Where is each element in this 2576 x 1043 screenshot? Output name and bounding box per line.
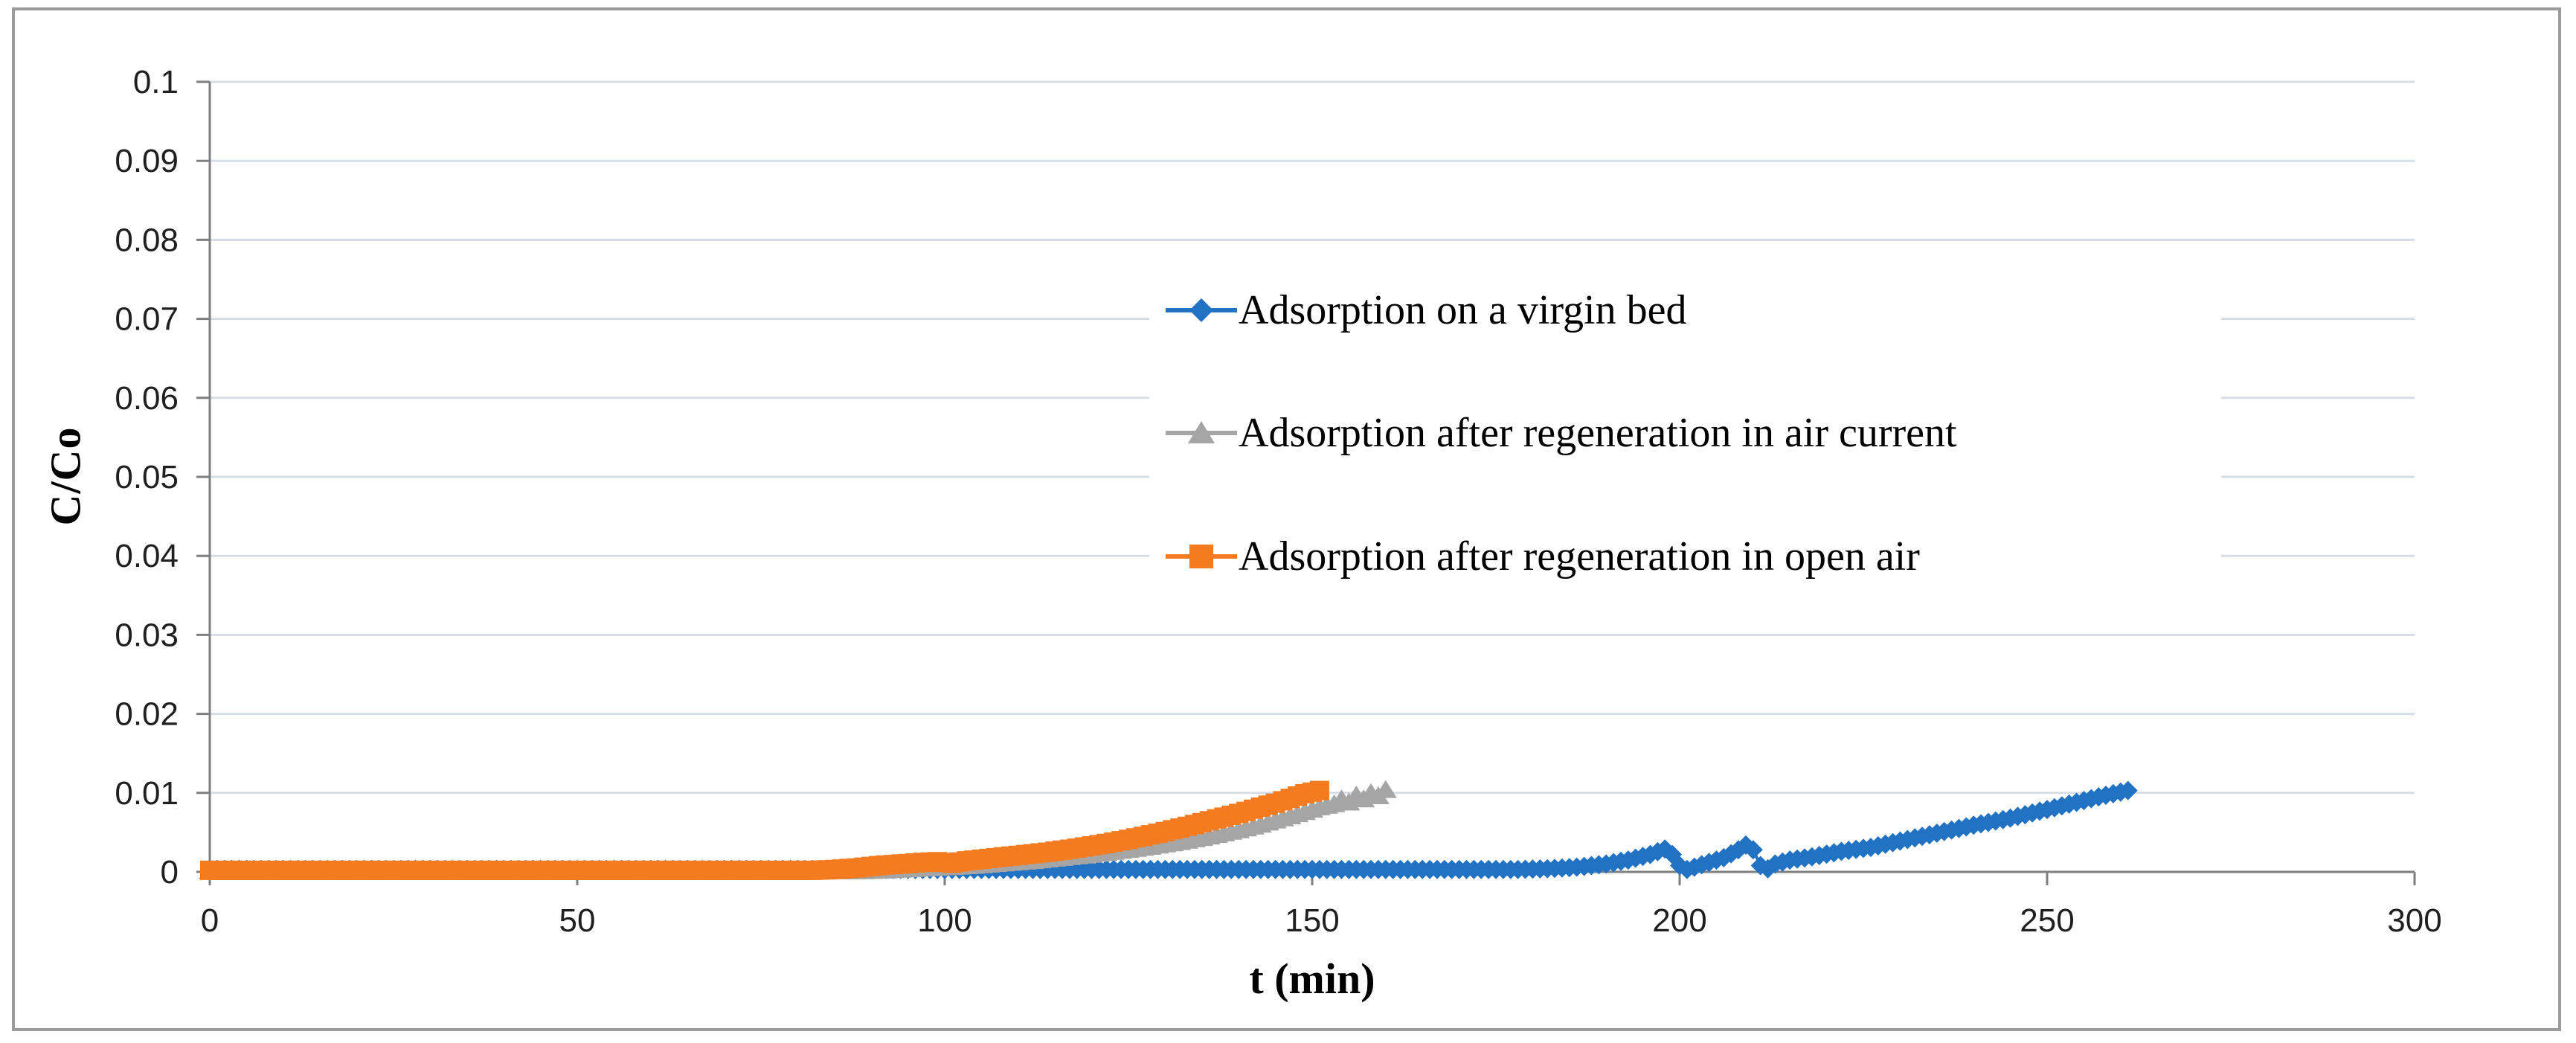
diamond-marker bbox=[1743, 840, 1763, 860]
y-tick-label: 0.02 bbox=[115, 696, 179, 733]
y-tick-label: 0.1 bbox=[133, 64, 179, 100]
y-tick-label: 0.04 bbox=[115, 538, 179, 574]
y-tick-label: 0.08 bbox=[115, 222, 179, 258]
legend-marker-shape bbox=[1188, 421, 1215, 443]
x-tick-label: 300 bbox=[2387, 902, 2441, 939]
x-tick-label: 250 bbox=[2020, 902, 2074, 939]
legend-marker-shape bbox=[1189, 298, 1213, 322]
square-marker bbox=[1309, 780, 1329, 800]
y-tick-label: 0.05 bbox=[115, 459, 179, 495]
y-tick-label: 0.01 bbox=[115, 775, 179, 812]
square-series-legend-icon bbox=[1166, 545, 1237, 568]
triangle-series-legend-icon bbox=[1166, 421, 1237, 443]
x-tick-label: 200 bbox=[1652, 902, 1706, 939]
legend-label: Adsorption after regeneration in open ai… bbox=[1239, 533, 1920, 580]
legend: Adsorption on a virgin bed Adsorption af… bbox=[1149, 286, 2221, 603]
y-tick-label: 0.07 bbox=[115, 301, 179, 338]
y-tick-label: 0.06 bbox=[115, 380, 179, 417]
legend-marker-shape bbox=[1189, 545, 1213, 568]
series-square bbox=[200, 780, 1329, 880]
legend-label: Adsorption after regeneration in air cur… bbox=[1239, 410, 1957, 456]
legend-label: Adsorption on a virgin bed bbox=[1239, 287, 1687, 333]
diamond-series-legend-icon bbox=[1166, 298, 1237, 322]
x-tick-label: 50 bbox=[559, 902, 596, 939]
legend-item-regeneration-air-current: Adsorption after regeneration in air cur… bbox=[1164, 410, 1957, 456]
y-tick-label: 0.09 bbox=[115, 143, 179, 179]
x-tick-label: 150 bbox=[1285, 902, 1339, 939]
legend-item-regeneration-open-air: Adsorption after regeneration in open ai… bbox=[1164, 533, 1920, 580]
y-axis-title: C/Co bbox=[41, 426, 90, 526]
figure-border bbox=[12, 7, 2561, 1031]
diamond-marker bbox=[2118, 780, 2138, 800]
x-tick-label: 100 bbox=[917, 902, 971, 939]
y-tick-label: 0 bbox=[161, 854, 179, 890]
triangle-marker bbox=[1374, 780, 1397, 798]
x-tick-label: 0 bbox=[201, 902, 219, 939]
x-axis-title: t (min) bbox=[1249, 954, 1375, 1003]
y-tick-label: 0.03 bbox=[115, 617, 179, 653]
legend-item-virgin-bed: Adsorption on a virgin bed bbox=[1164, 287, 1687, 333]
